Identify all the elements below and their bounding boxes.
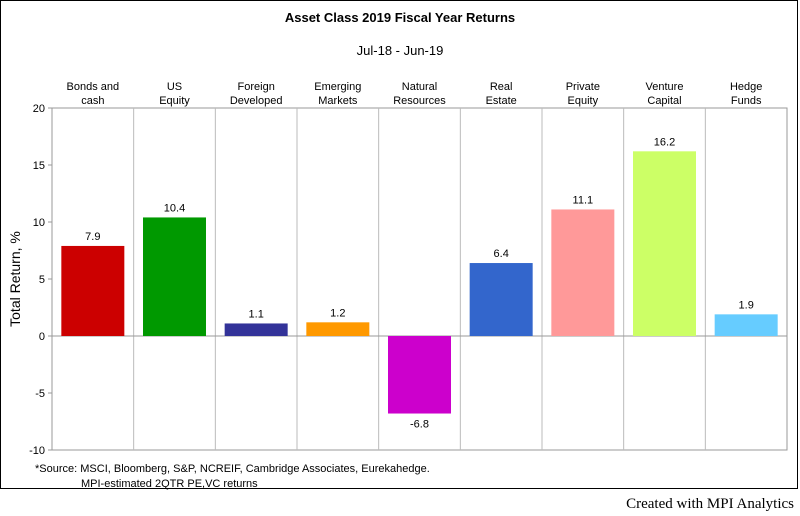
value-label: 1.1 [249, 308, 264, 320]
bar [61, 245, 125, 336]
y-tick-label: -10 [29, 445, 45, 457]
category-label: Real Estate [486, 81, 517, 107]
value-label: 7.9 [85, 231, 100, 243]
bar [388, 336, 451, 414]
y-tick-label: 20 [33, 103, 45, 115]
chart-subtitle: Jul-18 - Jun-19 [357, 43, 444, 58]
y-tick-label: -5 [35, 388, 45, 400]
footnote-source: *Source: MSCI, Bloomberg, S&P, NCREIF, C… [35, 463, 430, 475]
chart-frame [0, 0, 798, 489]
value-label: 16.2 [654, 136, 675, 148]
category-label: Private Equity [566, 81, 600, 107]
bar-chart: Asset Class 2019 Fiscal Year Returns Jul… [7, 10, 788, 457]
category-label: Natural Resources [393, 81, 446, 107]
y-tick-label: 10 [33, 217, 45, 229]
y-axis-label: Total Return, % [7, 231, 23, 327]
footnote-note: MPI-estimated 2QTR PE,VC returns [81, 478, 258, 490]
category-label: Venture Capital [646, 81, 684, 107]
bar [469, 263, 533, 336]
value-label: 10.4 [164, 202, 185, 214]
category-label: Bonds and cash [67, 81, 120, 107]
credit-text: Created with MPI Analytics [626, 496, 794, 512]
axis-layer: -10 -5 0 5 10 15 20 [29, 103, 52, 457]
y-tick-label: 0 [39, 331, 45, 343]
bar [633, 151, 696, 336]
value-label: 11.1 [573, 194, 594, 206]
value-label: 6.4 [494, 248, 509, 260]
value-label: 1.2 [330, 307, 345, 319]
bar [714, 314, 778, 336]
labels-layer: Bonds and cash 7.9 US Equity 10.4 Foreign Devel… [67, 81, 763, 431]
category-label: Emerging Markets [314, 81, 361, 107]
category-label: Hedge Funds [730, 81, 762, 107]
value-label: -6.8 [410, 419, 429, 431]
value-label: 1.9 [739, 299, 754, 311]
y-tick-label: 5 [39, 274, 45, 286]
y-tick-label: 15 [33, 160, 45, 172]
bar [551, 209, 615, 336]
bars-layer [61, 151, 778, 414]
chart-title: Asset Class 2019 Fiscal Year Returns [285, 10, 515, 25]
category-label: Foreign Developed [230, 81, 283, 107]
bar [306, 322, 370, 336]
bar [143, 217, 206, 336]
bar [224, 323, 288, 336]
category-label: US Equity [159, 81, 190, 107]
